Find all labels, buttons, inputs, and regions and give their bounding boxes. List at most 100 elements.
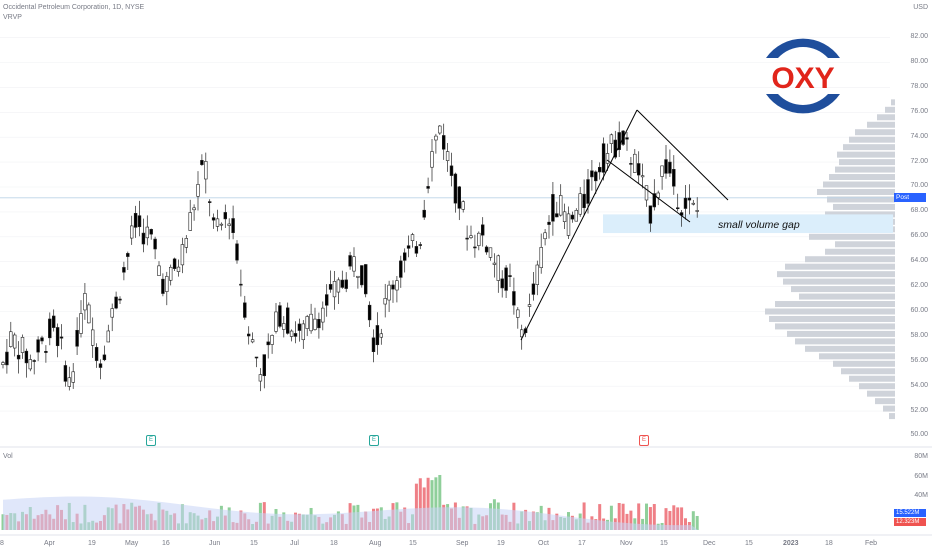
candle-body: [434, 135, 438, 141]
earnings-marker[interactable]: E: [146, 435, 156, 446]
currency-label: USD: [913, 4, 928, 11]
candle-body: [344, 279, 348, 289]
candle-body: [270, 335, 274, 345]
candle-body: [399, 260, 403, 278]
candle-body: [539, 247, 543, 269]
candle-body: [169, 266, 173, 281]
candle-body: [36, 339, 40, 353]
candle-body: [227, 223, 231, 226]
candle-body: [617, 132, 621, 150]
price-tick: 82.00: [910, 33, 928, 40]
candle-body: [161, 278, 165, 294]
candle-body: [130, 225, 134, 239]
candle-body: [477, 232, 481, 246]
candle-body: [597, 167, 602, 173]
candle-body: [570, 214, 575, 220]
symbol-title[interactable]: Occidental Petroleum Corporation, 1D, NY…: [3, 4, 145, 11]
candle-body: [633, 153, 637, 173]
candle-body: [512, 291, 516, 306]
candle-body: [157, 265, 161, 276]
candle-body: [605, 153, 610, 164]
candle-body: [141, 232, 146, 245]
candle-body: [527, 304, 532, 307]
candle-body: [59, 336, 64, 339]
candle-body: [91, 329, 95, 346]
time-tick: 15: [409, 540, 417, 547]
candle-body: [32, 360, 36, 362]
time-tick: 18: [330, 540, 338, 547]
candle-body: [578, 193, 582, 215]
candle-body: [672, 169, 676, 187]
candle-body: [406, 245, 411, 249]
vrvp-bar: [833, 360, 895, 367]
candle-body: [83, 293, 87, 311]
indicator-label[interactable]: VRVP: [3, 14, 22, 21]
candle-body: [519, 329, 524, 338]
candle-body: [67, 377, 72, 387]
candle-body: [16, 354, 21, 360]
volume-bar: [668, 510, 672, 530]
candle-body: [24, 350, 29, 364]
volume-bar: [691, 511, 695, 530]
earnings-marker[interactable]: E: [639, 435, 649, 446]
candle-body: [504, 267, 508, 291]
candle-body: [215, 218, 220, 227]
vrvp-bar: [833, 203, 895, 210]
candle-body: [683, 197, 688, 209]
vrvp-bar: [769, 315, 895, 322]
candle-body: [266, 341, 270, 346]
candle-body: [258, 374, 263, 382]
candle-body: [422, 209, 426, 218]
volume-tag-red: 12.323M: [894, 518, 926, 526]
candle-body: [547, 221, 551, 225]
candle-body: [687, 197, 692, 201]
candle-body: [243, 302, 247, 318]
candle-body: [192, 207, 196, 211]
time-tick: Oct: [538, 540, 549, 547]
time-tick: 8: [0, 540, 4, 547]
price-tick: 72.00: [910, 157, 928, 165]
candle-body: [531, 283, 536, 295]
candle-body: [28, 359, 32, 370]
channel-lower: [606, 159, 691, 223]
time-tick: Dec: [703, 540, 716, 547]
candle-body: [5, 351, 9, 366]
candle-body: [247, 333, 251, 337]
price-tick: 64.00: [910, 257, 928, 265]
time-tick: May: [125, 540, 139, 547]
oxy-logo: OXY: [752, 18, 854, 136]
candle-body: [644, 185, 649, 201]
candle-body: [648, 205, 653, 224]
volume-bar: [438, 474, 442, 530]
candle-body: [40, 337, 44, 342]
candle-body: [149, 229, 153, 235]
earnings-marker[interactable]: E: [369, 435, 379, 446]
vrvp-bar: [859, 383, 895, 390]
candle-body: [383, 298, 387, 305]
candle-body: [492, 262, 497, 265]
price-tick: 78.00: [910, 82, 928, 90]
price-tick: 74.00: [910, 132, 928, 140]
candle-body: [250, 339, 255, 343]
volume-bar: [652, 504, 656, 530]
candle-body: [122, 267, 126, 273]
candle-body: [430, 151, 434, 168]
candle-body: [543, 232, 547, 240]
candle-body: [176, 266, 181, 272]
candle-body: [172, 258, 177, 269]
candle-body: [562, 211, 567, 222]
vrvp-bar: [791, 286, 895, 293]
candle-body: [375, 325, 380, 346]
candle-body: [438, 125, 442, 134]
candle-body: [200, 160, 204, 165]
candle-body: [110, 308, 114, 318]
candle-body: [675, 207, 680, 210]
candle-body: [356, 275, 360, 278]
vrvp-bar: [783, 278, 895, 285]
vrvp-bar: [827, 196, 895, 203]
candle-body: [321, 307, 325, 323]
candle-body: [55, 327, 60, 347]
time-tick: Jun: [209, 540, 221, 547]
volume-bar: [426, 477, 430, 530]
